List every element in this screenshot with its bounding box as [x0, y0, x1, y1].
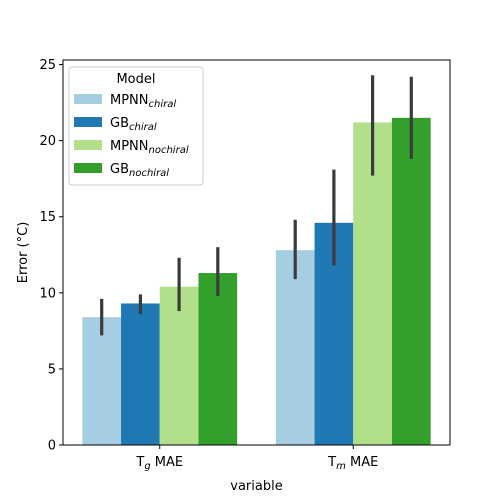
legend-swatch: [74, 140, 102, 150]
error-bars-layer: [100, 75, 413, 336]
y-tick-label: 10: [39, 286, 56, 301]
x-axis-label: variable: [230, 479, 282, 494]
legend-swatch: [74, 117, 102, 127]
bar-mpnn-nochiral-cat1: [353, 122, 392, 446]
bar-gb-nochiral-cat0: [198, 273, 238, 445]
bar-mpnn-chiral-cat1: [275, 250, 315, 445]
x-axis: Tg MAE Tm MAE: [135, 445, 378, 472]
y-axis-label: Error (°C): [16, 222, 31, 284]
legend-label: GBchiral: [110, 116, 157, 133]
legend-label: GBnochiral: [110, 162, 169, 179]
legend-swatch: [74, 163, 102, 173]
y-tick-label: 0: [48, 439, 56, 454]
bar-gb-nochiral-cat1: [391, 117, 431, 446]
bar-mpnn-chiral-cat0: [82, 317, 122, 445]
plot-frame: [62, 59, 451, 446]
y-axis: 0 5 10 15 20 25: [39, 58, 63, 454]
legend: Model MPNNchiral GBchiral MPNNnochiral GBno…: [68, 66, 204, 186]
bar-gb-chiral-cat0: [121, 303, 160, 445]
bar-mpnn-nochiral-cat0: [159, 286, 199, 445]
legend-swatch: [74, 94, 102, 104]
y-tick-label: 20: [39, 134, 56, 149]
legend-label: MPNNnochiral: [110, 139, 189, 156]
y-tick-label: 25: [39, 58, 56, 73]
legend-title: Model: [116, 72, 155, 87]
legend-label: MPNNchiral: [110, 93, 176, 110]
legend-box: [68, 66, 204, 186]
y-tick-label: 5: [48, 362, 56, 377]
y-tick-label: 15: [39, 210, 56, 225]
x-tick-label: Tm MAE: [327, 455, 378, 472]
x-tick-label: Tg MAE: [135, 455, 183, 472]
